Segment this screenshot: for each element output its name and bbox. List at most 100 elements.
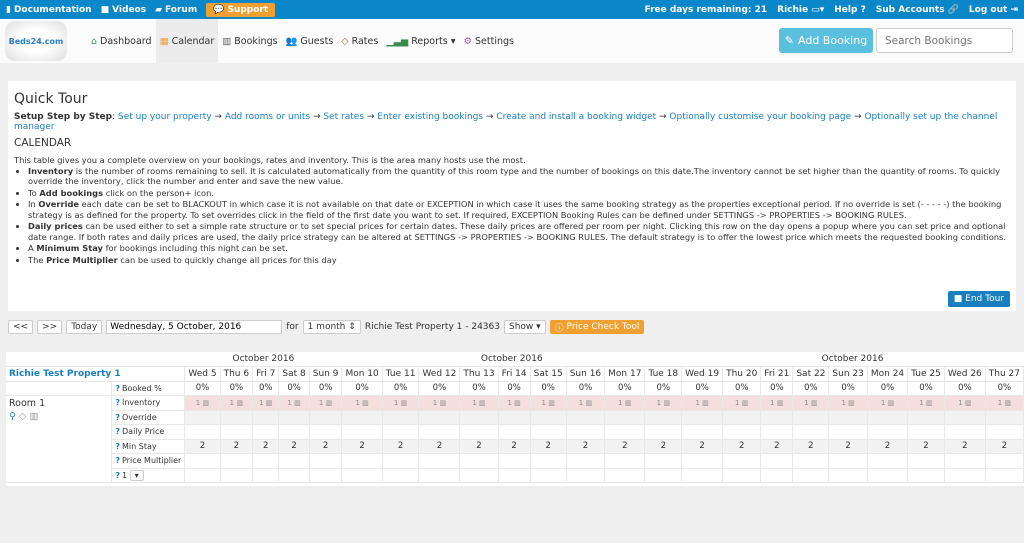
inventory-cell[interactable]: 1 ▥	[184, 395, 221, 411]
editable-cell[interactable]	[308, 424, 343, 440]
editable-cell[interactable]	[907, 409, 945, 425]
editable-cell[interactable]	[529, 453, 567, 469]
editable-cell[interactable]	[907, 424, 945, 440]
add-booking-icon[interactable]: ⚲	[9, 411, 16, 422]
editable-cell[interactable]	[418, 467, 461, 483]
date-input[interactable]	[106, 320, 283, 334]
editable-cell[interactable]	[604, 409, 646, 425]
editable-cell[interactable]	[341, 409, 383, 425]
min-stay-cell[interactable]: 2	[497, 438, 531, 454]
editable-cell[interactable]	[760, 424, 794, 440]
min-stay-cell[interactable]: 2	[604, 438, 646, 454]
nav-dashboard[interactable]: ⌂ Dashboard	[91, 35, 152, 47]
min-stay-cell[interactable]: 2	[459, 438, 499, 454]
editable-cell[interactable]	[644, 453, 683, 469]
editable-cell[interactable]	[681, 453, 724, 469]
dropdown-button[interactable]: ▾	[129, 469, 144, 481]
editable-cell[interactable]	[866, 467, 909, 483]
editable-cell[interactable]	[497, 424, 531, 440]
inventory-cell[interactable]: 1 ▥	[278, 395, 310, 411]
editable-cell[interactable]	[497, 453, 531, 469]
editable-cell[interactable]	[341, 453, 383, 469]
property-link[interactable]: Richie Test Property 1	[9, 368, 121, 379]
editable-cell[interactable]	[604, 453, 646, 469]
inventory-cell[interactable]: 1 ▥	[792, 395, 830, 411]
editable-cell[interactable]	[341, 467, 383, 483]
editable-cell[interactable]	[604, 467, 646, 483]
inventory-cell[interactable]: 1 ▥	[381, 395, 420, 411]
help-icon[interactable]: ?	[115, 398, 120, 408]
price-check-tool-button[interactable]: ⓘ Price Check Tool	[549, 320, 645, 334]
inventory-cell[interactable]: 1 ▥	[252, 395, 280, 411]
editable-cell[interactable]	[219, 409, 254, 425]
inventory-cell[interactable]: 1 ▥	[341, 395, 383, 411]
nav-rates[interactable]: ◇ Rates	[341, 35, 379, 47]
inventory-cell[interactable]: 1 ▥	[459, 395, 499, 411]
editable-cell[interactable]	[459, 467, 499, 483]
editable-cell[interactable]	[722, 424, 762, 440]
editable-cell[interactable]	[381, 467, 420, 483]
editable-cell[interactable]	[681, 409, 724, 425]
editable-cell[interactable]	[308, 409, 343, 425]
today-button[interactable]: Today	[66, 320, 103, 334]
editable-cell[interactable]	[565, 467, 606, 483]
editable-cell[interactable]	[418, 453, 461, 469]
editable-cell[interactable]	[760, 453, 794, 469]
inventory-cell[interactable]: 1 ▥	[828, 395, 868, 411]
editable-cell[interactable]	[943, 467, 986, 483]
min-stay-cell[interactable]: 2	[792, 438, 830, 454]
inventory-cell[interactable]: 1 ▥	[604, 395, 646, 411]
inventory-cell[interactable]: 1 ▥	[681, 395, 724, 411]
videos-link[interactable]: ■ Videos	[100, 4, 147, 15]
min-stay-cell[interactable]: 2	[866, 438, 909, 454]
editable-cell[interactable]	[907, 453, 945, 469]
editable-cell[interactable]	[418, 409, 461, 425]
editable-cell[interactable]	[184, 409, 221, 425]
min-stay-cell[interactable]: 2	[943, 438, 986, 454]
editable-cell[interactable]	[418, 424, 461, 440]
editable-cell[interactable]	[984, 424, 1024, 440]
inventory-cell[interactable]: 1 ▥	[565, 395, 606, 411]
editable-cell[interactable]	[866, 409, 909, 425]
editable-cell[interactable]	[604, 424, 646, 440]
help-icon[interactable]: ?	[115, 427, 120, 437]
setup-step-link[interactable]: Enter existing bookings	[377, 112, 484, 122]
bookings-icon[interactable]: ▥	[29, 411, 39, 422]
editable-cell[interactable]	[984, 409, 1024, 425]
nav-bookings[interactable]: ▥ Bookings	[222, 35, 278, 47]
min-stay-cell[interactable]: 2	[565, 438, 606, 454]
next-button[interactable]: >>	[37, 320, 63, 334]
editable-cell[interactable]	[219, 467, 254, 483]
editable-cell[interactable]	[722, 453, 762, 469]
min-stay-cell[interactable]: 2	[907, 438, 945, 454]
forum-link[interactable]: ▰ Forum	[155, 4, 198, 15]
editable-cell[interactable]	[341, 424, 383, 440]
min-stay-cell[interactable]: 2	[828, 438, 868, 454]
editable-cell[interactable]	[184, 424, 221, 440]
nav-reports[interactable]: ▁▃▅ Reports ▾	[386, 35, 456, 47]
editable-cell[interactable]	[252, 424, 280, 440]
editable-cell[interactable]	[828, 424, 868, 440]
editable-cell[interactable]	[792, 453, 830, 469]
editable-cell[interactable]	[565, 424, 606, 440]
editable-cell[interactable]	[644, 424, 683, 440]
end-tour-button[interactable]: ■ End Tour	[947, 291, 1010, 307]
inventory-cell[interactable]: 1 ▥	[984, 395, 1024, 411]
show-dropdown[interactable]: Show ▾	[503, 320, 546, 334]
inventory-cell[interactable]: 1 ▥	[760, 395, 794, 411]
editable-cell[interactable]	[184, 453, 221, 469]
editable-cell[interactable]	[866, 453, 909, 469]
setup-step-link[interactable]: Optionally customise your booking page	[669, 112, 852, 122]
help-link[interactable]: Help ?	[834, 4, 866, 15]
editable-cell[interactable]	[722, 409, 762, 425]
editable-cell[interactable]	[381, 409, 420, 425]
inventory-cell[interactable]: 1 ▥	[866, 395, 909, 411]
min-stay-cell[interactable]: 2	[760, 438, 794, 454]
inventory-cell[interactable]: 1 ▥	[722, 395, 762, 411]
editable-cell[interactable]	[219, 453, 254, 469]
setup-step-link[interactable]: Set rates	[323, 112, 365, 122]
help-icon[interactable]: ?	[115, 456, 120, 466]
editable-cell[interactable]	[529, 424, 567, 440]
min-stay-cell[interactable]: 2	[341, 438, 383, 454]
editable-cell[interactable]	[792, 424, 830, 440]
